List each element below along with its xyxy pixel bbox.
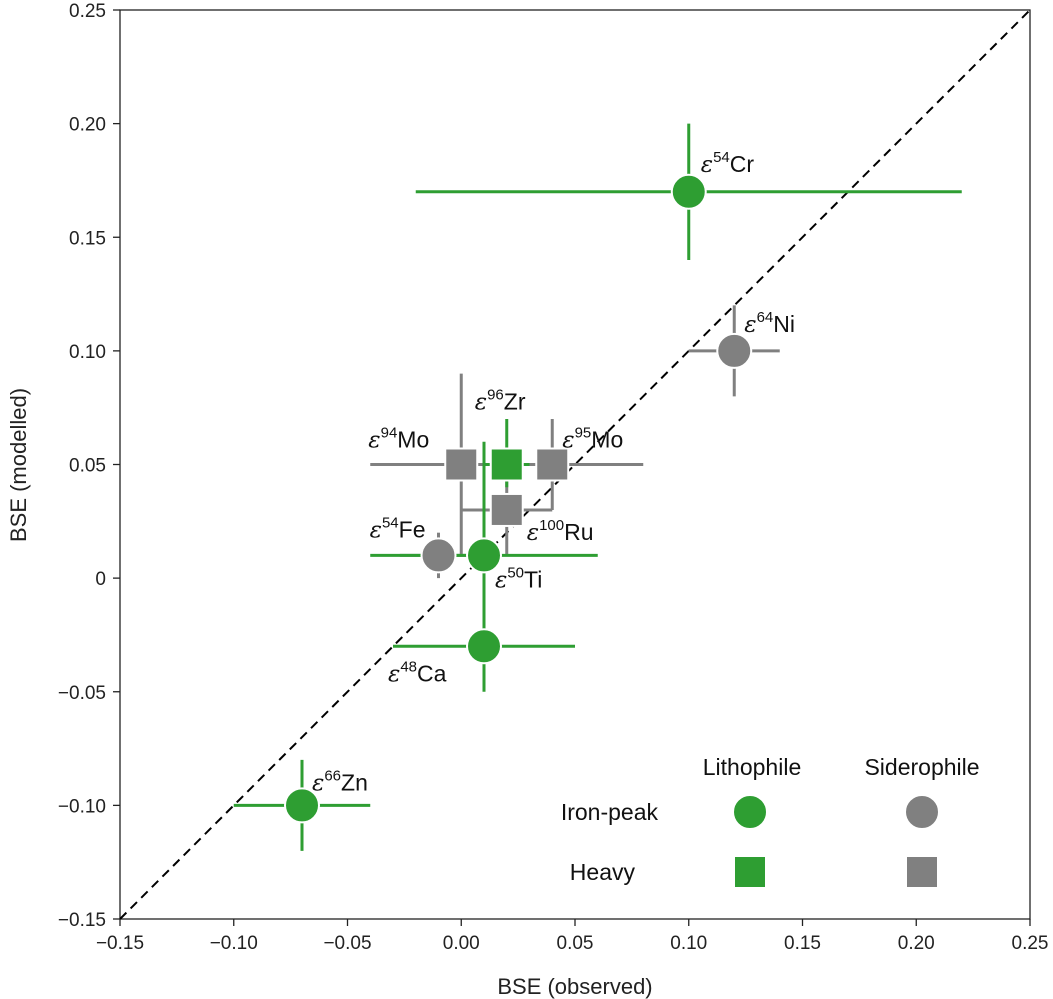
label-epsilon: ε xyxy=(388,661,400,687)
label-mass: 100 xyxy=(539,517,564,534)
label-element: Ru xyxy=(564,519,593,545)
label-mass: 54 xyxy=(382,514,399,531)
legend-marker-lithophile-heavy xyxy=(733,855,767,889)
x-tick-label: 0.20 xyxy=(898,933,935,954)
label-mass: 95 xyxy=(575,425,592,442)
y-axis-title: BSE (modelled) xyxy=(6,388,31,542)
y-tick-label: −0.05 xyxy=(58,683,106,704)
x-tick-label: −0.10 xyxy=(210,933,258,954)
label-cr54: ε54Cr xyxy=(701,149,755,178)
x-tick-label: 0.10 xyxy=(670,933,707,954)
label-element: Cr xyxy=(730,151,755,177)
label-mass: 64 xyxy=(757,309,774,326)
label-epsilon: ε xyxy=(312,770,324,796)
label-mo95: ε95Mo xyxy=(562,425,623,454)
x-tick-label: 0.15 xyxy=(784,933,821,954)
label-ni64: ε64Ni xyxy=(744,309,795,338)
label-element: Ti xyxy=(524,566,542,592)
x-tick-label: 0.00 xyxy=(443,933,480,954)
legend-row-iron-peak: Iron-peak xyxy=(561,799,659,825)
label-element: Ca xyxy=(417,660,447,686)
label-element: Fe xyxy=(399,516,426,542)
y-tick-label: 0.15 xyxy=(69,228,106,249)
label-zn66: ε66Zn xyxy=(312,767,368,796)
label-mo94: ε94Mo xyxy=(368,425,429,454)
label-ru100: ε100Ru xyxy=(527,517,594,546)
x-tick-label: 0.25 xyxy=(1012,933,1049,954)
point-ru100 xyxy=(489,492,524,527)
label-element: Mo xyxy=(397,427,429,453)
legend: Lithophile Siderophile Iron-peak Heavy xyxy=(561,754,980,889)
y-tick-label: −0.15 xyxy=(58,910,106,931)
legend-marker-lithophile-iron-peak xyxy=(732,794,768,830)
point-mo94 xyxy=(444,447,479,482)
label-element: Zn xyxy=(341,769,368,795)
x-axis-title: BSE (observed) xyxy=(497,974,652,999)
point-zr96 xyxy=(489,447,524,482)
label-mass: 54 xyxy=(713,149,730,166)
point-ti50 xyxy=(466,537,502,574)
x-tick-label: 0.05 xyxy=(557,933,594,954)
data-points xyxy=(284,173,753,824)
x-tick-label: −0.15 xyxy=(96,933,144,954)
label-epsilon: ε xyxy=(475,390,487,416)
x-tick-label: −0.05 xyxy=(323,933,371,954)
legend-marker-siderophile-iron-peak xyxy=(904,794,940,830)
label-mass: 50 xyxy=(507,564,524,581)
one-to-one-line xyxy=(119,9,1031,920)
label-epsilon: ε xyxy=(370,517,382,543)
label-zr96: ε96Zr xyxy=(475,387,526,416)
legend-col-lithophile: Lithophile xyxy=(703,754,801,780)
label-ca48: ε48Ca xyxy=(388,658,447,687)
label-fe54: ε54Fe xyxy=(370,514,426,543)
label-element: Mo xyxy=(591,427,623,453)
y-tick-label: 0.05 xyxy=(69,456,106,477)
label-element: Ni xyxy=(773,311,795,337)
label-mass: 94 xyxy=(381,425,398,442)
label-epsilon: ε xyxy=(562,428,574,454)
point-cr54 xyxy=(670,173,707,210)
label-ti50: ε50Ti xyxy=(495,564,542,593)
label-mass: 66 xyxy=(324,767,341,784)
point-fe54 xyxy=(420,537,457,574)
error-bars xyxy=(233,123,962,851)
point-ca48 xyxy=(466,628,502,665)
axes: −0.15 −0.10 −0.05 0.00 0.05 0.10 0.15 0.20 0.25 −… xyxy=(58,1,1049,954)
y-tick-label: 0.10 xyxy=(69,342,106,363)
y-tick-label: 0 xyxy=(95,569,106,590)
legend-marker-siderophile-heavy xyxy=(905,855,939,889)
label-epsilon: ε xyxy=(744,312,756,338)
point-zn66 xyxy=(284,787,320,824)
legend-col-siderophile: Siderophile xyxy=(864,754,979,780)
legend-row-heavy: Heavy xyxy=(570,859,636,885)
label-epsilon: ε xyxy=(701,152,713,178)
label-mass: 48 xyxy=(400,658,417,675)
y-tick-label: 0.25 xyxy=(69,1,106,22)
y-tick-label: −0.10 xyxy=(58,796,106,817)
label-epsilon: ε xyxy=(495,567,507,593)
label-element: Zr xyxy=(504,389,526,415)
point-ni64 xyxy=(716,332,753,369)
label-epsilon: ε xyxy=(368,428,380,454)
label-epsilon: ε xyxy=(527,520,539,546)
point-mo95 xyxy=(535,447,570,482)
label-mass: 96 xyxy=(487,387,504,404)
y-tick-label: 0.20 xyxy=(69,115,106,136)
